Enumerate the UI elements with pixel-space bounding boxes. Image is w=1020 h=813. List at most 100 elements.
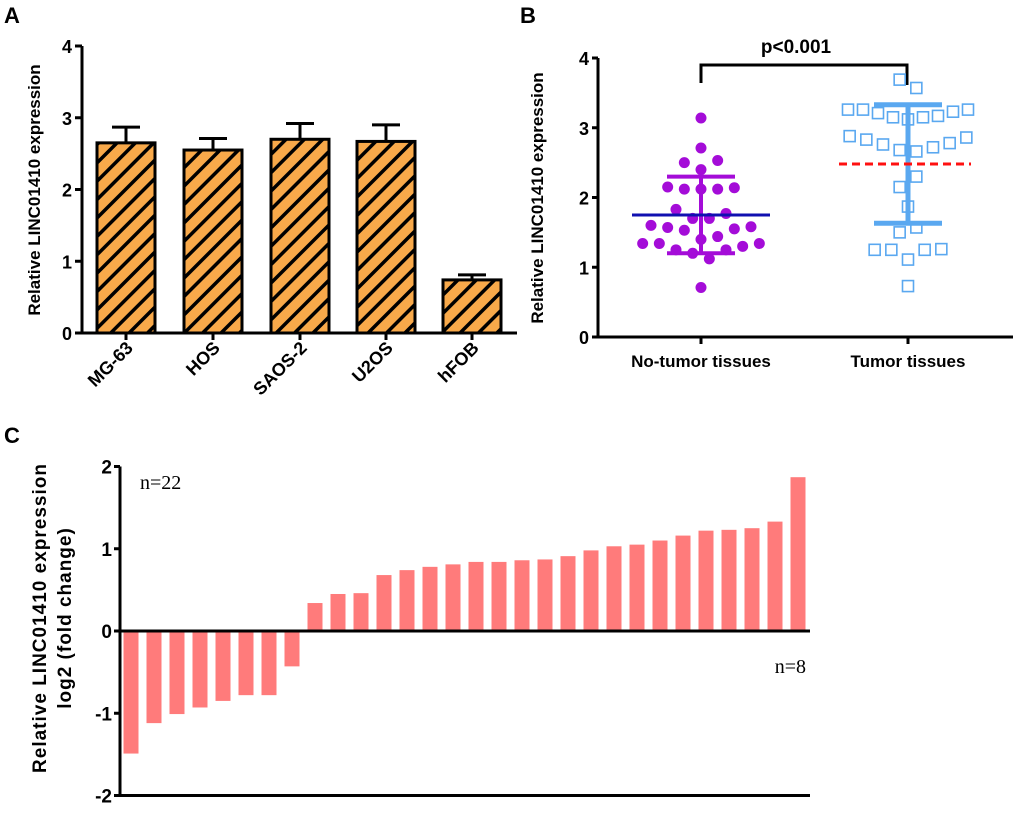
data-point-no-tumor <box>695 233 707 245</box>
data-point-no-tumor <box>670 244 682 256</box>
y-tick-label-a: 0 <box>62 324 72 344</box>
fold-change-bar <box>146 631 162 724</box>
x-tick-label-a: MG-63 <box>84 338 137 391</box>
y-tick-label-a: 2 <box>62 181 72 201</box>
y-tick-label-b: 1 <box>579 258 589 278</box>
data-point-tumor <box>910 81 923 95</box>
y-tick-label-c: -1 <box>95 704 112 725</box>
data-point-no-tumor <box>728 182 740 194</box>
y-tick-label-b: 0 <box>579 328 589 348</box>
data-point-tumor <box>916 110 930 124</box>
data-point-no-tumor <box>662 181 674 193</box>
fold-change-bar <box>675 535 691 631</box>
data-point-tumor <box>910 221 923 234</box>
data-point-no-tumor <box>678 157 690 169</box>
y-tick-label-a: 3 <box>62 109 72 129</box>
panel-b: B Relative LINC01410 expression p<0.001 … <box>520 3 1013 371</box>
data-point-tumor <box>918 243 931 257</box>
data-point-tumor <box>943 136 956 150</box>
y-tick-label-a: 1 <box>62 252 72 272</box>
fold-change-bar <box>376 575 392 631</box>
positive-count-label: n=22 <box>140 472 181 494</box>
data-point-tumor <box>868 243 881 257</box>
data-point-no-tumor <box>753 238 765 250</box>
data-point-no-tumor <box>687 247 699 259</box>
fold-change-bar <box>284 631 300 667</box>
data-point-tumor <box>931 109 945 123</box>
data-point-no-tumor <box>712 155 724 167</box>
bar-hfob <box>441 278 503 335</box>
data-point-no-tumor <box>728 223 740 235</box>
fold-change-bar <box>514 560 530 631</box>
data-point-no-tumor <box>737 240 749 252</box>
fold-change-bar <box>353 593 369 631</box>
data-point-tumor <box>860 133 873 146</box>
bar-u2os <box>355 139 417 335</box>
fold-change-bar <box>790 477 806 631</box>
data-point-tumor <box>960 131 973 144</box>
data-point-no-tumor <box>695 112 707 124</box>
data-point-tumor <box>901 200 915 213</box>
significance-bracket <box>699 63 909 85</box>
y-tick-label-b: 2 <box>579 189 589 209</box>
fold-change-bar <box>767 521 783 631</box>
data-point-no-tumor <box>678 183 690 195</box>
data-point-no-tumor <box>703 253 715 265</box>
x-tick-label-a: HOS <box>182 338 224 380</box>
y-tick-label-c: 2 <box>101 458 112 479</box>
negative-count-label: n=8 <box>775 656 806 678</box>
data-point-no-tumor <box>637 238 649 250</box>
data-point-tumor <box>926 140 940 154</box>
data-point-tumor <box>886 110 900 124</box>
data-point-tumor <box>935 242 948 256</box>
data-point-tumor <box>910 145 923 158</box>
data-point-tumor <box>876 138 890 151</box>
fold-change-bar <box>721 529 737 631</box>
bar-mg-63 <box>95 141 157 335</box>
y-tick-label-a: 4 <box>62 37 72 57</box>
data-point-tumor <box>961 103 975 116</box>
data-point-tumor <box>893 143 906 157</box>
fold-change-bar <box>192 631 208 708</box>
x-tick-label-b: Tumor tissues <box>851 352 966 371</box>
data-point-tumor <box>856 103 870 116</box>
panel-c: C Relative LINC01410 expression log2 (fo… <box>4 423 810 808</box>
data-point-no-tumor <box>745 221 757 233</box>
fold-change-bar <box>606 546 622 631</box>
p-value-annotation: p<0.001 <box>761 37 832 58</box>
fold-change-bar <box>744 528 760 631</box>
bar-hos <box>182 148 244 335</box>
data-point-no-tumor <box>670 203 682 215</box>
data-point-tumor <box>871 106 885 120</box>
fold-change-bar <box>468 561 484 631</box>
data-point-tumor <box>901 279 915 293</box>
fold-change-bar <box>330 593 346 631</box>
data-point-no-tumor <box>712 231 724 243</box>
data-point-no-tumor <box>678 224 690 236</box>
fold-change-bar <box>238 631 254 696</box>
fold-change-bar <box>560 556 576 631</box>
y-axis-label-c-line2: log2 (fold change) <box>55 527 76 709</box>
y-axis-label-c-line1: Relative LINC01410 expression <box>30 463 51 773</box>
y-axis-label-b: Relative LINC01410 expression <box>528 72 547 323</box>
data-point-tumor <box>910 170 923 183</box>
data-point-no-tumor <box>712 183 724 195</box>
fold-change-bar <box>307 603 323 631</box>
data-point-tumor <box>893 180 906 194</box>
data-point-no-tumor <box>695 164 707 176</box>
data-point-no-tumor <box>662 221 674 233</box>
fold-change-bar <box>169 631 185 715</box>
data-point-tumor <box>841 103 855 116</box>
y-tick-label-c: 1 <box>101 540 112 561</box>
fold-change-bar <box>399 570 415 631</box>
y-tick-label-c: 0 <box>101 622 112 643</box>
fold-change-bar <box>583 550 599 631</box>
fold-change-bar <box>698 530 714 631</box>
fold-change-bar <box>652 540 668 631</box>
fold-change-bar <box>215 631 231 701</box>
data-point-tumor <box>885 243 898 257</box>
x-tick-label-a: hFOB <box>434 338 483 387</box>
x-tick-label-b: No-tumor tissues <box>631 352 771 371</box>
bar-saos-2 <box>269 137 331 335</box>
